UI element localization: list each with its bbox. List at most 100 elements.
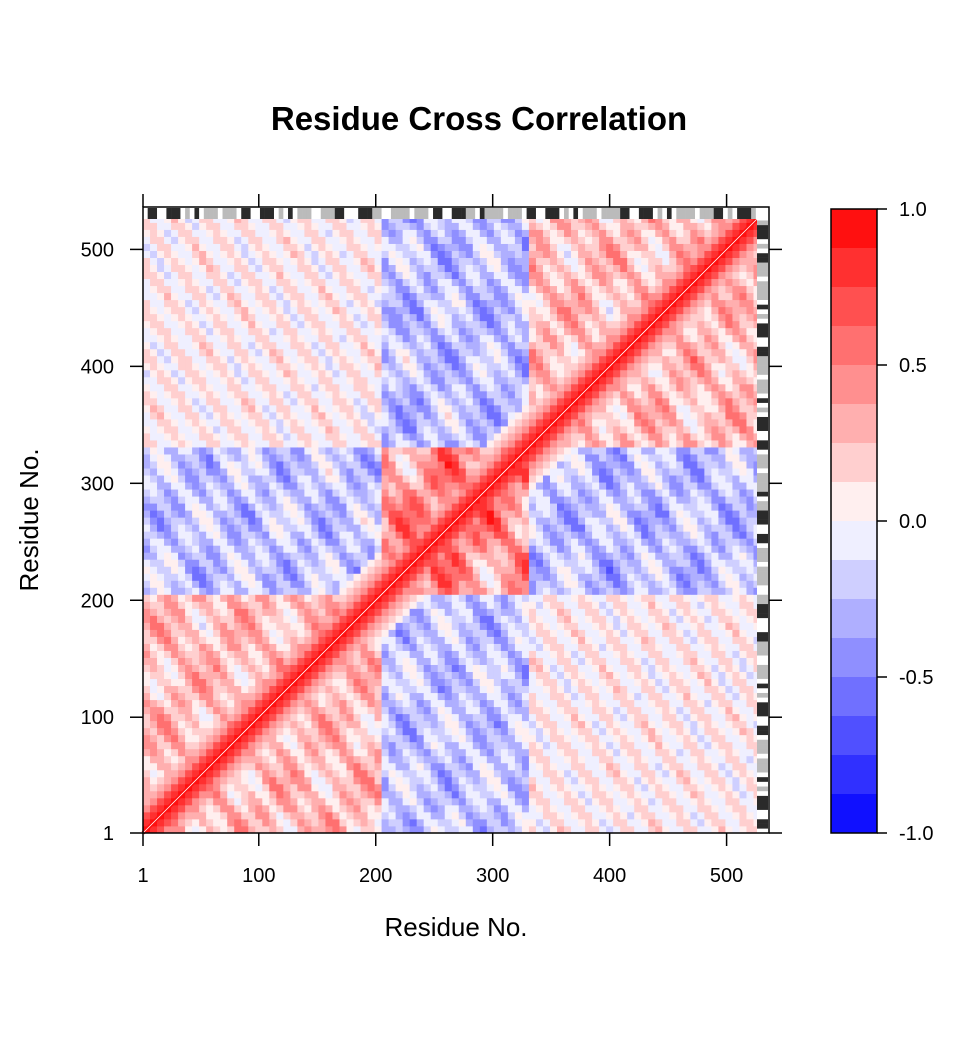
heatmap-cell [325, 811, 333, 820]
heatmap-cell [241, 699, 249, 708]
heatmap-cell [451, 503, 460, 511]
heatmap-cell [465, 755, 474, 764]
heatmap-cell [325, 538, 333, 546]
heatmap-cell [150, 222, 158, 230]
heatmap-cell [304, 475, 312, 483]
heatmap-cell [206, 278, 214, 287]
heatmap-cell [192, 313, 200, 322]
heatmap-cell [157, 250, 165, 258]
heatmap-cell [143, 636, 151, 644]
heatmap-cell [346, 468, 354, 476]
heatmap-cell [437, 685, 446, 694]
heatmap-cell [290, 811, 298, 820]
heatmap-cell [227, 404, 235, 413]
heatmap-cell [255, 503, 263, 511]
heatmap-cell [318, 580, 326, 588]
heatmap-cell [241, 622, 249, 630]
heatmap-cell [374, 538, 382, 546]
heatmap-cell [311, 734, 319, 743]
heatmap-cell [500, 376, 509, 385]
heatmap-cell [206, 755, 214, 764]
heatmap-cell [185, 657, 193, 665]
heatmap-cell [451, 489, 460, 497]
heatmap-cell [185, 348, 193, 357]
heatmap-cell [423, 748, 432, 757]
heatmap-cell [206, 559, 214, 567]
heatmap-cell [332, 685, 340, 694]
heatmap-cell [437, 790, 446, 799]
heatmap-cell [360, 404, 368, 413]
heatmap-cell [171, 278, 179, 287]
heatmap-cell [381, 804, 389, 813]
heatmap-cell [297, 573, 305, 581]
heatmap-cell [199, 804, 207, 813]
heatmap-cell [374, 397, 382, 406]
heatmap-cell [325, 664, 333, 673]
heatmap-cell [388, 447, 397, 455]
heatmap-cell [472, 271, 481, 280]
heatmap-cell [248, 825, 256, 834]
heatmap-cell [472, 376, 481, 385]
heatmap-cell [290, 250, 298, 258]
heatmap-cell [360, 692, 368, 701]
heatmap-cell [213, 587, 221, 595]
heatmap-cell [192, 404, 200, 413]
heatmap-cell [367, 461, 375, 469]
heatmap-cell [486, 608, 495, 616]
heatmap-cell [465, 236, 474, 244]
heatmap-cell [248, 376, 256, 385]
heatmap-cell [402, 433, 411, 441]
heatmap-cell [192, 440, 200, 448]
heatmap-cell [388, 776, 397, 785]
heatmap-cell [332, 264, 340, 273]
heatmap-cell [430, 341, 439, 350]
heatmap-cell [311, 271, 319, 280]
heatmap-cell [220, 397, 228, 406]
heatmap-cell [444, 811, 453, 820]
heatmap-cell [304, 383, 312, 392]
heatmap-cell [444, 510, 453, 518]
heatmap-cell [206, 243, 214, 251]
heatmap-cell [444, 790, 453, 799]
heatmap-cell [185, 629, 193, 637]
heatmap-cell [255, 334, 263, 343]
heatmap-cell [220, 636, 228, 644]
heatmap-cell [248, 643, 256, 651]
heatmap-cell [199, 348, 207, 357]
heatmap-cell [507, 250, 516, 258]
heatmap-cell [416, 250, 425, 258]
heatmap-cell [325, 383, 333, 392]
heatmap-cell [374, 292, 382, 301]
heatmap-cell [199, 762, 207, 771]
heatmap-cell [402, 685, 411, 694]
heatmap-cell [486, 334, 495, 343]
heatmap-cell [283, 748, 291, 757]
heatmap-cell [206, 545, 214, 553]
heatmap-cell [367, 468, 375, 476]
heatmap-cell [255, 229, 263, 237]
heatmap-cell [416, 306, 425, 315]
heatmap-cell [514, 636, 523, 644]
heatmap-cell [367, 306, 375, 315]
heatmap-cell [409, 496, 418, 504]
heatmap-cell [143, 292, 151, 301]
heatmap-cell [199, 825, 207, 834]
heatmap-cell [234, 776, 242, 785]
heatmap-cell [332, 510, 340, 518]
heatmap-cell [304, 454, 312, 462]
heatmap-cell [241, 650, 249, 658]
heatmap-cell [465, 433, 474, 441]
heatmap-cell [458, 531, 467, 539]
heatmap-cell [521, 418, 530, 427]
heatmap-cell [150, 804, 158, 813]
heatmap-cell [465, 482, 474, 490]
heatmap-cell [367, 426, 375, 434]
heatmap-cell [388, 573, 397, 581]
heatmap-cell [381, 433, 389, 441]
heatmap-cell [528, 587, 537, 595]
heatmap-cell [521, 320, 530, 329]
heatmap-cell [276, 397, 284, 406]
heatmap-cell [374, 748, 382, 757]
heatmap-cell [255, 692, 263, 701]
heatmap-cell [318, 657, 326, 665]
